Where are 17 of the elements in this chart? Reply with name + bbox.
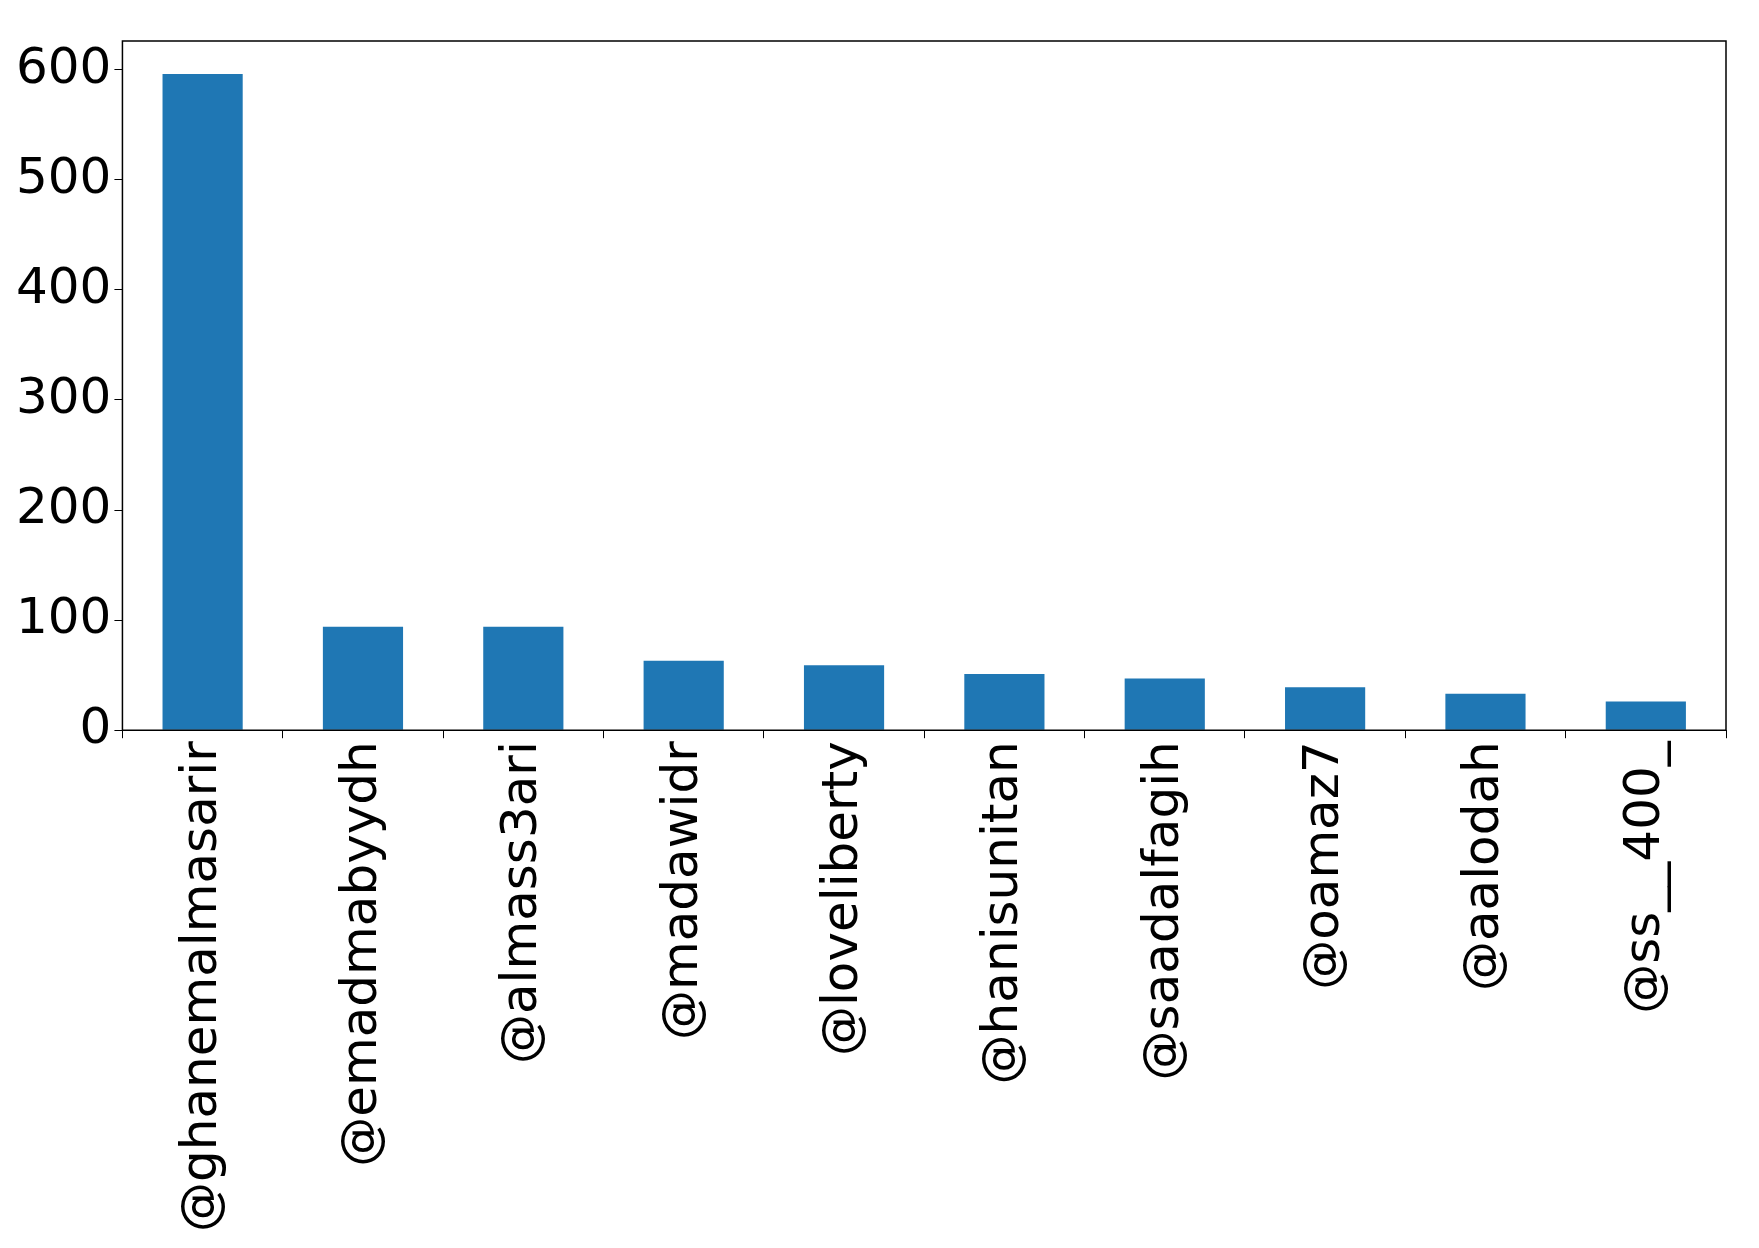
- x-tick-label: @ghanemalmasarir: [169, 740, 228, 1232]
- x-tick-label: @emadmabyydh: [329, 741, 388, 1167]
- y-tick-label: 600: [16, 36, 112, 95]
- x-tick-label: @ss__400_: [1612, 740, 1671, 1014]
- y-tick-label: 400: [16, 256, 112, 315]
- x-tick-label: @hanisunitan: [971, 741, 1030, 1085]
- x-tick-label: @saadalfagih: [1131, 741, 1190, 1081]
- y-tick-label: 0: [79, 697, 112, 756]
- x-tick-label: @aalodah: [1452, 741, 1511, 992]
- x-tick-label: @loveliberty: [811, 741, 870, 1057]
- y-tick-label: 300: [16, 366, 112, 425]
- y-tick-label: 500: [16, 146, 112, 205]
- y-tick-label: 100: [16, 587, 112, 646]
- y-tick-label: 200: [16, 477, 112, 535]
- x-tick-label: @madawidr: [650, 740, 709, 1041]
- x-tick-label: @almass3ari: [490, 741, 549, 1065]
- x-tick-label: @oamaz7: [1292, 741, 1351, 990]
